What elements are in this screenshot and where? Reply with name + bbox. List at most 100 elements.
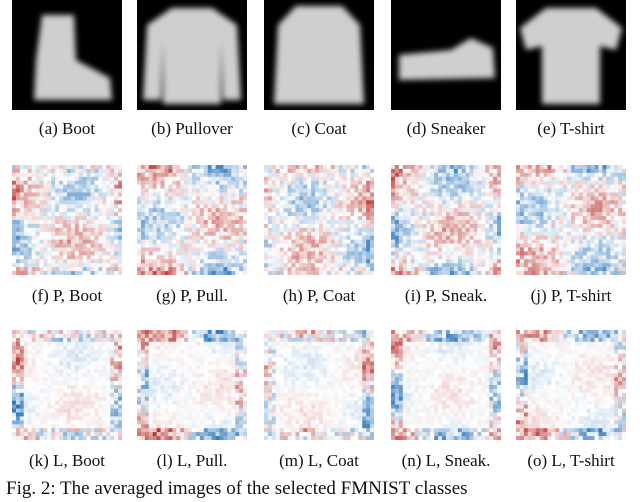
heatmap-cell bbox=[207, 188, 212, 193]
heatmap-cell bbox=[279, 176, 284, 182]
heatmap-cell bbox=[63, 385, 68, 390]
heatmap-cell bbox=[346, 212, 351, 217]
heatmap-cell bbox=[326, 204, 332, 209]
heatmap-cell bbox=[527, 192, 533, 197]
heatmap-cell bbox=[582, 200, 588, 205]
heatmap-cell bbox=[283, 239, 288, 244]
heatmap-cell bbox=[172, 188, 177, 193]
heatmap-cell bbox=[70, 412, 76, 417]
heatmap-cell bbox=[114, 239, 119, 244]
heatmap-cell bbox=[140, 333, 146, 339]
heatmap-cell bbox=[74, 337, 80, 343]
heatmap-cell bbox=[192, 212, 197, 217]
heatmap-cell bbox=[114, 231, 119, 237]
heatmap-cell bbox=[299, 168, 304, 174]
heatmap-cell bbox=[106, 345, 111, 350]
heatmap-cell bbox=[12, 416, 17, 421]
heatmap-cell bbox=[582, 227, 588, 233]
heatmap-cell bbox=[55, 227, 60, 233]
heatmap-cell bbox=[391, 255, 396, 260]
heatmap-cell bbox=[543, 200, 548, 205]
heatmap-cell bbox=[227, 227, 232, 233]
heatmap-cell bbox=[449, 259, 455, 264]
heatmap-cell bbox=[63, 381, 68, 386]
heatmap-cell bbox=[402, 239, 408, 244]
heatmap-cell bbox=[31, 341, 36, 347]
heatmap-cell bbox=[211, 176, 216, 182]
heatmap-cell bbox=[598, 184, 603, 189]
heatmap-cell bbox=[110, 396, 115, 402]
heatmap-cell bbox=[594, 192, 599, 197]
heatmap-cell bbox=[55, 428, 60, 433]
heatmap-cell bbox=[23, 420, 29, 425]
heatmap-cell bbox=[63, 172, 68, 178]
heatmap-cell bbox=[164, 220, 169, 225]
heatmap-cell bbox=[559, 223, 564, 229]
heatmap-cell bbox=[586, 231, 591, 237]
heatmap-cell bbox=[551, 231, 556, 237]
heatmap-cell bbox=[582, 188, 588, 193]
heatmap-cell bbox=[31, 349, 36, 354]
heatmap-cell bbox=[23, 333, 29, 339]
heatmap-cell bbox=[195, 235, 201, 240]
heatmap-cell bbox=[74, 333, 80, 339]
heatmap-cell bbox=[114, 369, 119, 374]
heatmap-cell bbox=[114, 388, 119, 394]
heatmap-cell bbox=[264, 271, 269, 275]
heatmap-cell bbox=[275, 247, 281, 252]
heatmap-cell bbox=[211, 259, 216, 264]
heatmap-cell bbox=[152, 247, 157, 252]
heatmap-cell bbox=[398, 263, 404, 268]
heatmap-cell bbox=[188, 267, 193, 272]
heatmap-cell bbox=[531, 180, 536, 185]
heatmap-cell bbox=[55, 408, 60, 413]
heatmap-cell bbox=[78, 208, 84, 213]
heatmap-cell bbox=[295, 172, 300, 178]
heatmap-cell bbox=[295, 263, 300, 268]
heatmap-cell bbox=[70, 247, 76, 252]
heatmap-cell bbox=[618, 184, 623, 189]
heatmap-cell bbox=[106, 259, 111, 264]
heatmap-cell bbox=[74, 432, 80, 437]
heatmap-cell bbox=[571, 188, 576, 193]
heatmap-cell bbox=[199, 176, 205, 182]
heatmap-cell bbox=[19, 263, 25, 268]
heatmap-cell bbox=[215, 333, 220, 339]
heatmap-cell bbox=[23, 263, 29, 268]
heatmap-cell bbox=[199, 180, 205, 185]
heatmap-cell bbox=[477, 180, 482, 185]
heatmap-cell bbox=[12, 400, 17, 405]
heatmap-cell bbox=[291, 184, 296, 189]
heatmap-cell bbox=[176, 251, 181, 256]
heatmap-cell bbox=[271, 255, 277, 260]
heatmap-cell bbox=[59, 377, 64, 382]
heatmap-cell bbox=[98, 416, 103, 421]
heatmap-cell bbox=[12, 220, 17, 225]
heatmap-cell bbox=[78, 400, 84, 405]
heatmap-cell bbox=[362, 243, 367, 248]
heatmap-cell bbox=[172, 357, 177, 362]
heatmap-cell bbox=[430, 255, 435, 260]
heatmap-cell bbox=[543, 263, 548, 268]
heatmap-cell bbox=[86, 180, 91, 185]
heatmap-cell bbox=[622, 168, 626, 174]
heatmap-cell bbox=[414, 192, 419, 197]
heatmap-cell bbox=[98, 353, 103, 358]
heatmap-cell bbox=[172, 192, 177, 197]
heatmap-cell bbox=[140, 208, 146, 213]
heatmap-cell bbox=[614, 223, 619, 229]
heatmap-cell bbox=[231, 349, 236, 354]
heatmap-cell bbox=[27, 267, 32, 272]
heatmap-cell bbox=[156, 235, 161, 240]
heatmap-cell bbox=[307, 243, 312, 248]
heatmap-cell bbox=[531, 247, 536, 252]
heatmap-cell bbox=[551, 227, 556, 233]
heatmap-cell bbox=[279, 188, 284, 193]
heatmap-cell bbox=[473, 231, 478, 237]
heatmap-cell bbox=[74, 231, 80, 237]
heatmap-cell bbox=[43, 361, 48, 366]
heatmap-cell bbox=[12, 432, 17, 437]
heatmap-cell bbox=[207, 330, 212, 335]
heatmap-cell bbox=[180, 231, 185, 237]
heatmap-cell bbox=[414, 180, 419, 185]
